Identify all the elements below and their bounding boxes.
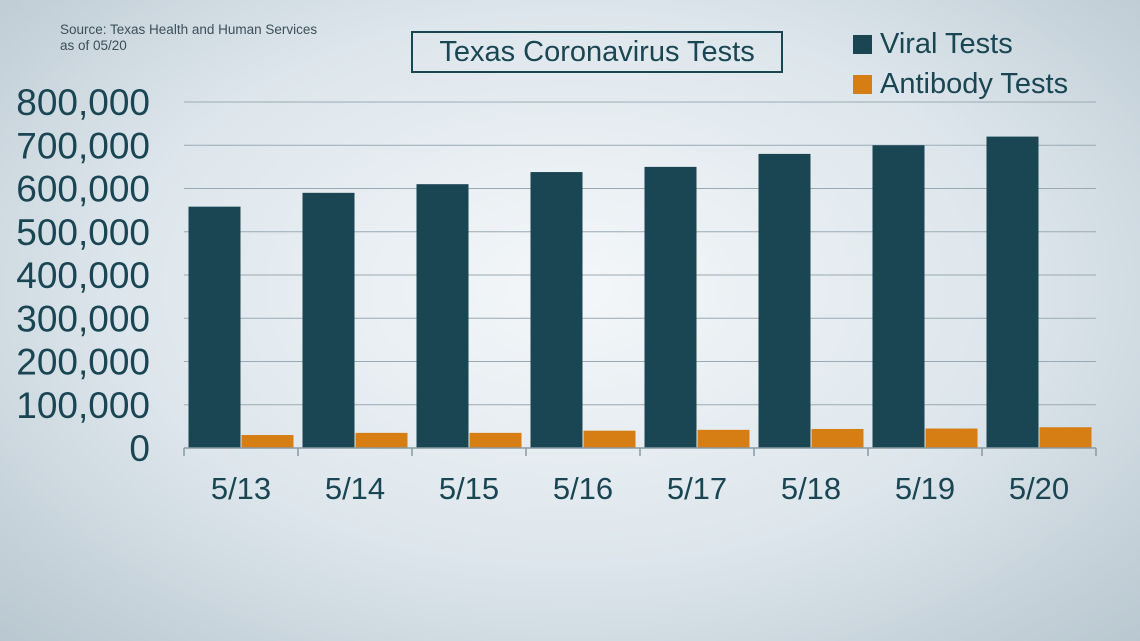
bar-antibody-tests	[355, 432, 408, 448]
legend-swatch-antibody	[853, 74, 872, 94]
y-tick-label: 800,000	[16, 82, 150, 123]
y-tick-label: 200,000	[16, 342, 150, 383]
source-line: Source: Texas Health and Human Services	[60, 22, 318, 37]
bar-antibody-tests	[811, 428, 864, 448]
bar-antibody-tests	[583, 430, 636, 448]
bar-viral-tests	[758, 153, 811, 448]
bar-viral-tests	[302, 192, 355, 448]
legend: Viral Tests Antibody Tests	[853, 24, 1068, 104]
bar-antibody-tests	[1039, 427, 1092, 448]
as-of-line: as of 05/20	[60, 38, 127, 53]
y-tick-label: 700,000	[16, 125, 150, 166]
x-tick-label: 5/15	[439, 471, 499, 506]
x-tick-label: 5/17	[667, 471, 727, 506]
source-note: Source: Texas Health and Human Services …	[60, 22, 380, 54]
bar-viral-tests	[416, 184, 469, 449]
x-tick-label: 5/14	[325, 471, 385, 506]
legend-swatch-viral	[853, 34, 872, 54]
chart-title: Texas Coronavirus Tests	[411, 31, 783, 73]
x-tick-label: 5/19	[895, 471, 955, 506]
x-tick-label: 5/20	[1009, 471, 1069, 506]
x-tick-label: 5/16	[553, 471, 613, 506]
bar-viral-tests	[644, 166, 697, 448]
x-tick-label: 5/13	[211, 471, 271, 506]
legend-label-viral: Viral Tests	[880, 27, 1013, 60]
chart-title-text: Texas Coronavirus Tests	[439, 35, 755, 68]
y-tick-label: 100,000	[16, 385, 150, 426]
bar-viral-tests	[188, 206, 241, 448]
legend-item-antibody: Antibody Tests	[853, 64, 1068, 104]
x-tick-label: 5/18	[781, 471, 841, 506]
bar-antibody-tests	[241, 435, 294, 448]
y-tick-label: 400,000	[16, 255, 150, 296]
bar-viral-tests	[872, 145, 925, 448]
y-tick-label: 0	[129, 428, 150, 469]
legend-item-viral: Viral Tests	[853, 24, 1068, 64]
bar-viral-tests	[530, 172, 583, 448]
bar-antibody-tests	[469, 432, 522, 448]
legend-label-antibody: Antibody Tests	[880, 67, 1069, 100]
y-tick-label: 600,000	[16, 169, 150, 210]
y-tick-label: 300,000	[16, 298, 150, 339]
y-tick-label: 500,000	[16, 212, 150, 253]
bar-antibody-tests	[925, 428, 978, 448]
bar-viral-tests	[986, 136, 1039, 448]
bar-antibody-tests	[697, 429, 750, 448]
